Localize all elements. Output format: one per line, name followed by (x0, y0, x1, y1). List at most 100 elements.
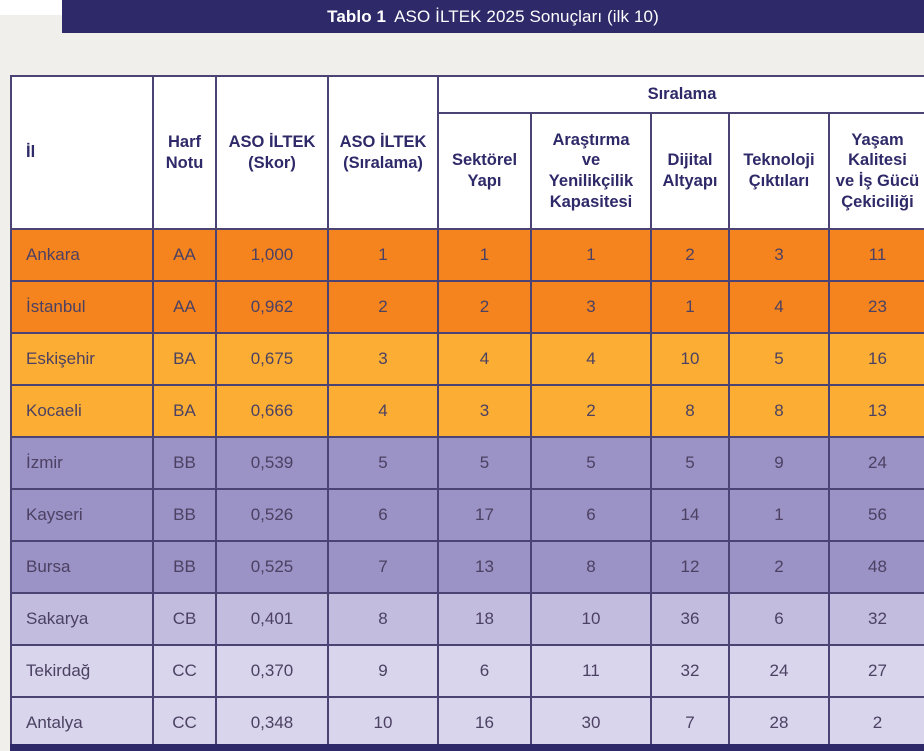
table-row: İstanbul AA 0,962 2 2 3 1 4 23 (10, 280, 924, 334)
cell-yasam: 23 (828, 280, 924, 334)
cell-teknoloji: 6 (728, 592, 830, 646)
cell-harf-notu: CB (152, 592, 217, 646)
cell-harf-notu: BB (152, 436, 217, 490)
cell-il: İzmir (10, 436, 154, 490)
cell-siralama: 4 (327, 384, 439, 438)
cell-arastirma: 2 (530, 384, 652, 438)
cell-skor: 0,666 (215, 384, 329, 438)
results-table: İl Harf Notu ASO İLTEK (Skor) ASO İLTEK … (10, 75, 924, 750)
cell-sektorel: 16 (437, 696, 532, 750)
cell-harf-notu: AA (152, 228, 217, 282)
cell-teknoloji: 28 (728, 696, 830, 750)
cell-sektorel: 3 (437, 384, 532, 438)
column-header-arastirma: Araştırma ve Yenilikçilik Kapasitesi (530, 112, 652, 230)
cell-yasam: 13 (828, 384, 924, 438)
cell-siralama: 9 (327, 644, 439, 698)
cell-harf-notu: CC (152, 696, 217, 750)
cell-skor: 0,539 (215, 436, 329, 490)
cell-teknoloji: 2 (728, 540, 830, 594)
column-header-yasam-kalitesi: Yaşam Kalitesi ve İş Gücü Çekiciliği (828, 112, 924, 230)
column-header-teknoloji-ciktilari: Teknoloji Çıktıları (728, 112, 830, 230)
cell-skor: 0,675 (215, 332, 329, 386)
cell-siralama: 5 (327, 436, 439, 490)
cell-sektorel: 1 (437, 228, 532, 282)
cell-sektorel: 18 (437, 592, 532, 646)
cell-sektorel: 4 (437, 332, 532, 386)
cell-dijital: 12 (650, 540, 730, 594)
cell-il: İstanbul (10, 280, 154, 334)
cell-harf-notu: BB (152, 540, 217, 594)
cell-dijital: 32 (650, 644, 730, 698)
next-table-top-edge-bar (10, 744, 924, 751)
table-row: İzmir BB 0,539 5 5 5 5 9 24 (10, 436, 924, 490)
cell-dijital: 2 (650, 228, 730, 282)
group-header-siralama: Sıralama (437, 75, 924, 114)
cell-skor: 0,525 (215, 540, 329, 594)
cell-arastirma: 8 (530, 540, 652, 594)
cell-yasam: 48 (828, 540, 924, 594)
table-number-label: Tablo 1 (327, 6, 387, 26)
cell-yasam: 16 (828, 332, 924, 386)
cell-sektorel: 17 (437, 488, 532, 542)
cell-yasam: 2 (828, 696, 924, 750)
table-row: Ankara AA 1,000 1 1 1 2 3 11 (10, 228, 924, 282)
cell-harf-notu: AA (152, 280, 217, 334)
cell-il: Tekirdağ (10, 644, 154, 698)
cell-harf-notu: CC (152, 644, 217, 698)
cell-arastirma: 10 (530, 592, 652, 646)
cell-arastirma: 5 (530, 436, 652, 490)
header-sub-row: Sektörel Yapı Araştırma ve Yenilikçilik … (11, 112, 924, 230)
cell-harf-notu: BA (152, 384, 217, 438)
cell-il: Bursa (10, 540, 154, 594)
cell-arastirma: 11 (530, 644, 652, 698)
cell-dijital: 8 (650, 384, 730, 438)
cell-skor: 1,000 (215, 228, 329, 282)
cell-siralama: 6 (327, 488, 439, 542)
column-header-siralama: ASO İLTEK (Sıralama) (327, 75, 439, 230)
cell-teknoloji: 4 (728, 280, 830, 334)
table-row: Kocaeli BA 0,666 4 3 2 8 8 13 (10, 384, 924, 438)
cell-skor: 0,526 (215, 488, 329, 542)
column-header-harf-notu: Harf Notu (152, 75, 217, 230)
cell-harf-notu: BB (152, 488, 217, 542)
cell-yasam: 32 (828, 592, 924, 646)
cell-dijital: 7 (650, 696, 730, 750)
table-row: Kayseri BB 0,526 6 17 6 14 1 56 (10, 488, 924, 542)
cell-skor: 0,401 (215, 592, 329, 646)
cell-teknoloji: 9 (728, 436, 830, 490)
cell-harf-notu: BA (152, 332, 217, 386)
cell-siralama: 2 (327, 280, 439, 334)
column-header-dijital-altyapi: Dijital Altyapı (650, 112, 730, 230)
cell-il: Eskişehir (10, 332, 154, 386)
table-row: Antalya CC 0,348 10 16 30 7 28 2 (10, 696, 924, 750)
cell-dijital: 36 (650, 592, 730, 646)
cell-arastirma: 30 (530, 696, 652, 750)
cell-siralama: 10 (327, 696, 439, 750)
cell-il: Antalya (10, 696, 154, 750)
cell-sektorel: 13 (437, 540, 532, 594)
cell-il: Kayseri (10, 488, 154, 542)
cell-yasam: 24 (828, 436, 924, 490)
cell-siralama: 3 (327, 332, 439, 386)
cell-teknoloji: 5 (728, 332, 830, 386)
cell-arastirma: 3 (530, 280, 652, 334)
cell-arastirma: 6 (530, 488, 652, 542)
table-title-bar: Tablo 1 ASO İLTEK 2025 Sonuçları (ilk 10… (62, 0, 924, 33)
cell-sektorel: 5 (437, 436, 532, 490)
results-table-container: İl Harf Notu ASO İLTEK (Skor) ASO İLTEK … (10, 75, 924, 750)
table-row: Tekirdağ CC 0,370 9 6 11 32 24 27 (10, 644, 924, 698)
cell-il: Kocaeli (10, 384, 154, 438)
cell-arastirma: 1 (530, 228, 652, 282)
cell-sektorel: 6 (437, 644, 532, 698)
cell-dijital: 5 (650, 436, 730, 490)
cell-siralama: 7 (327, 540, 439, 594)
header-group-row: İl Harf Notu ASO İLTEK (Skor) ASO İLTEK … (10, 75, 924, 230)
cell-dijital: 14 (650, 488, 730, 542)
cell-teknoloji: 1 (728, 488, 830, 542)
table-row: Sakarya CB 0,401 8 18 10 36 6 32 (10, 592, 924, 646)
column-header-sektorel-yapi: Sektörel Yapı (437, 112, 532, 230)
cell-il: Sakarya (10, 592, 154, 646)
table-title-text: ASO İLTEK 2025 Sonuçları (ilk 10) (394, 6, 659, 26)
cell-skor: 0,962 (215, 280, 329, 334)
cell-il: Ankara (10, 228, 154, 282)
